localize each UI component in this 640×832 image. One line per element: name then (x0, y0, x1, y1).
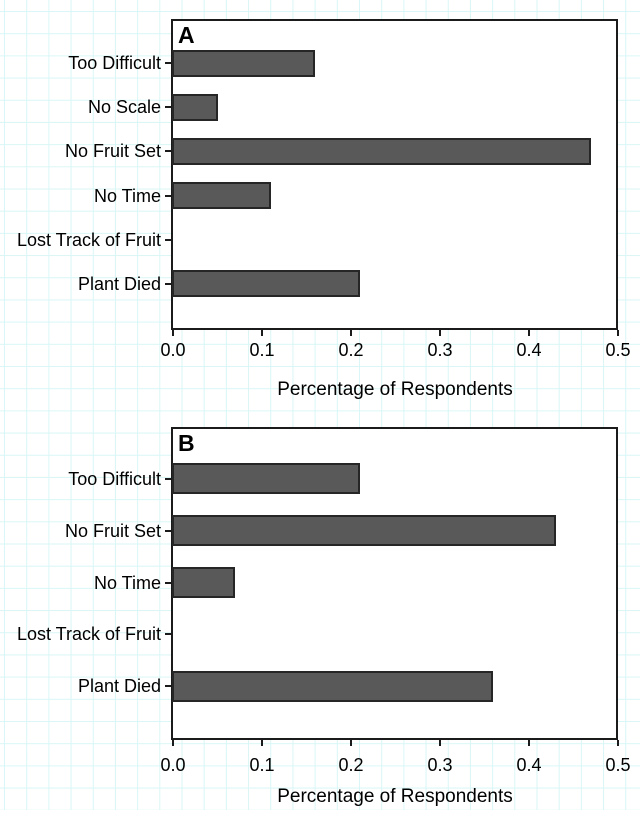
bar-no-fruit-set (172, 138, 591, 165)
x-axis-tick (350, 330, 352, 336)
x-axis-tick (172, 740, 174, 746)
x-axis-tick-label: 0.2 (338, 340, 364, 360)
x-axis-tick-label: 0.5 (605, 340, 631, 360)
x-axis-tick (439, 740, 441, 746)
y-axis-tick (165, 283, 172, 285)
category-label: No Fruit Set (64, 521, 161, 541)
bar-plant-died (172, 270, 360, 297)
bar-no-fruit-set (172, 515, 556, 546)
category-label: No Time (93, 186, 161, 206)
category-label: Plant Died (77, 274, 161, 294)
x-axis-tick (528, 330, 530, 336)
x-axis-title-b: Percentage of Respondents (277, 786, 513, 807)
x-axis-tick-label: 0.0 (160, 755, 186, 775)
category-label: No Scale (87, 97, 161, 117)
y-axis-tick (165, 62, 172, 64)
bar-no-scale (172, 94, 218, 121)
y-axis-tick (165, 195, 172, 197)
y-axis-tick (165, 685, 172, 687)
x-axis-tick (617, 740, 619, 746)
bar-too-difficult (172, 50, 315, 77)
category-label: Too Difficult (68, 469, 161, 489)
bar-no-time (172, 567, 235, 598)
bar-too-difficult (172, 463, 360, 494)
x-axis-tick (528, 740, 530, 746)
y-axis-tick (165, 239, 172, 241)
category-label: No Time (93, 573, 161, 593)
x-axis-tick (261, 740, 263, 746)
x-axis-tick (439, 330, 441, 336)
panel-label-b: B (178, 430, 195, 456)
y-axis-tick (165, 582, 172, 584)
category-label: No Fruit Set (64, 141, 161, 161)
y-axis-tick (165, 150, 172, 152)
x-axis-tick (172, 330, 174, 336)
category-label: Lost Track of Fruit (16, 624, 161, 644)
bar-plant-died (172, 671, 493, 702)
category-label: Plant Died (77, 676, 161, 696)
category-label: Too Difficult (68, 53, 161, 73)
y-axis-tick (165, 478, 172, 480)
x-axis-tick-label: 0.4 (516, 755, 542, 775)
panel-label-a: A (178, 22, 195, 48)
x-axis-tick (350, 740, 352, 746)
x-axis-tick-label: 0.3 (427, 340, 453, 360)
x-axis-tick-label: 0.1 (249, 340, 275, 360)
x-axis-tick-label: 0.2 (338, 755, 364, 775)
x-axis-title-a: Percentage of Respondents (277, 379, 513, 400)
x-axis-tick-label: 0.3 (427, 755, 453, 775)
bar-no-time (172, 182, 271, 209)
category-label: Lost Track of Fruit (16, 230, 161, 250)
y-axis-tick (165, 106, 172, 108)
y-axis-tick (165, 633, 172, 635)
x-axis-tick (261, 330, 263, 336)
x-axis-tick (617, 330, 619, 336)
y-axis-tick (165, 530, 172, 532)
x-axis-tick-label: 0.5 (605, 755, 631, 775)
x-axis-tick-label: 0.0 (160, 340, 186, 360)
x-axis-tick-label: 0.4 (516, 340, 542, 360)
x-axis-tick-label: 0.1 (249, 755, 275, 775)
